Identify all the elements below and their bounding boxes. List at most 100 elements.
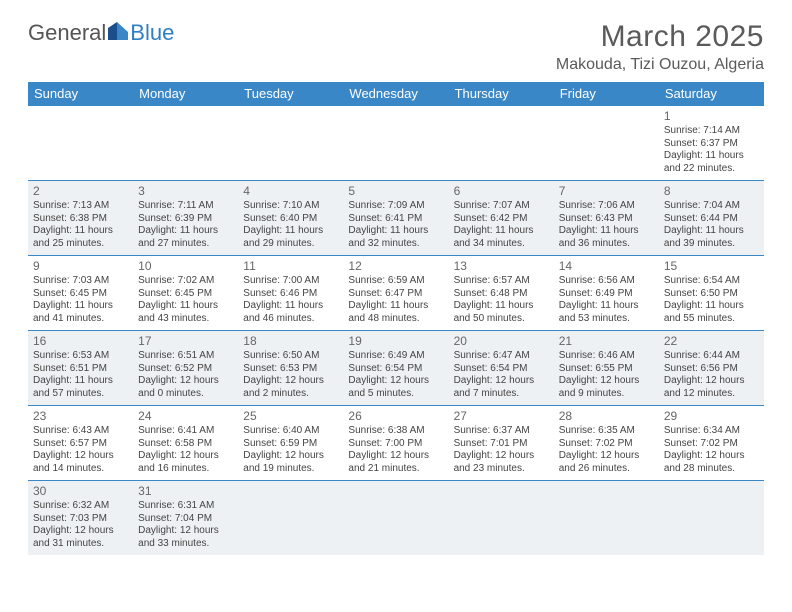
location-label: Makouda, Tizi Ouzou, Algeria xyxy=(556,56,764,74)
calendar-week: 1Sunrise: 7:14 AMSunset: 6:37 PMDaylight… xyxy=(28,106,764,181)
calendar-cell: 29Sunrise: 6:34 AMSunset: 7:02 PMDayligh… xyxy=(659,406,764,481)
sunset-text: Sunset: 6:54 PM xyxy=(454,363,549,376)
sunset-text: Sunset: 6:44 PM xyxy=(664,213,759,226)
sunrise-text: Sunrise: 6:56 AM xyxy=(559,275,654,288)
daylight-text: Daylight: 11 hours xyxy=(664,300,759,313)
calendar-cell: 27Sunrise: 6:37 AMSunset: 7:01 PMDayligh… xyxy=(449,406,554,481)
calendar-cell: 11Sunrise: 7:00 AMSunset: 6:46 PMDayligh… xyxy=(238,256,343,331)
calendar-cell: 31Sunrise: 6:31 AMSunset: 7:04 PMDayligh… xyxy=(133,481,238,556)
calendar-cell: 12Sunrise: 6:59 AMSunset: 6:47 PMDayligh… xyxy=(343,256,448,331)
day-header: Saturday xyxy=(659,82,764,106)
daylight-text: Daylight: 11 hours xyxy=(138,225,233,238)
calendar-cell xyxy=(449,106,554,181)
daylight-text: and 21 minutes. xyxy=(348,463,443,476)
daylight-text: and 12 minutes. xyxy=(664,388,759,401)
sunset-text: Sunset: 7:00 PM xyxy=(348,438,443,451)
calendar-cell xyxy=(449,481,554,556)
daylight-text: Daylight: 12 hours xyxy=(138,450,233,463)
sunset-text: Sunset: 6:52 PM xyxy=(138,363,233,376)
sunrise-text: Sunrise: 7:00 AM xyxy=(243,275,338,288)
daylight-text: Daylight: 11 hours xyxy=(243,225,338,238)
calendar-cell: 13Sunrise: 6:57 AMSunset: 6:48 PMDayligh… xyxy=(449,256,554,331)
day-number: 21 xyxy=(559,334,654,349)
day-number: 5 xyxy=(348,184,443,199)
day-number: 12 xyxy=(348,259,443,274)
daylight-text: Daylight: 11 hours xyxy=(243,300,338,313)
page-title: March 2025 xyxy=(556,20,764,54)
sunset-text: Sunset: 6:59 PM xyxy=(243,438,338,451)
calendar-cell: 18Sunrise: 6:50 AMSunset: 6:53 PMDayligh… xyxy=(238,331,343,406)
sunset-text: Sunset: 6:45 PM xyxy=(33,288,128,301)
sunrise-text: Sunrise: 6:32 AM xyxy=(33,500,128,513)
daylight-text: and 31 minutes. xyxy=(33,538,128,551)
sunrise-text: Sunrise: 7:02 AM xyxy=(138,275,233,288)
daylight-text: Daylight: 11 hours xyxy=(664,150,759,163)
daylight-text: and 53 minutes. xyxy=(559,313,654,326)
calendar-body: 1Sunrise: 7:14 AMSunset: 6:37 PMDaylight… xyxy=(28,106,764,556)
logo-mark-icon xyxy=(108,20,128,46)
sunrise-text: Sunrise: 7:14 AM xyxy=(664,125,759,138)
daylight-text: Daylight: 11 hours xyxy=(33,225,128,238)
calendar-cell: 5Sunrise: 7:09 AMSunset: 6:41 PMDaylight… xyxy=(343,181,448,256)
sunrise-text: Sunrise: 6:51 AM xyxy=(138,350,233,363)
daylight-text: and 19 minutes. xyxy=(243,463,338,476)
daylight-text: and 57 minutes. xyxy=(33,388,128,401)
sunrise-text: Sunrise: 6:43 AM xyxy=(33,425,128,438)
calendar-cell xyxy=(238,481,343,556)
daylight-text: Daylight: 11 hours xyxy=(33,300,128,313)
sunset-text: Sunset: 6:45 PM xyxy=(138,288,233,301)
calendar-cell: 21Sunrise: 6:46 AMSunset: 6:55 PMDayligh… xyxy=(554,331,659,406)
daylight-text: Daylight: 11 hours xyxy=(138,300,233,313)
daylight-text: and 9 minutes. xyxy=(559,388,654,401)
daylight-text: and 48 minutes. xyxy=(348,313,443,326)
sunset-text: Sunset: 6:48 PM xyxy=(454,288,549,301)
daylight-text: and 50 minutes. xyxy=(454,313,549,326)
logo: GeneralBlue xyxy=(28,20,174,46)
day-number: 17 xyxy=(138,334,233,349)
calendar-cell: 10Sunrise: 7:02 AMSunset: 6:45 PMDayligh… xyxy=(133,256,238,331)
day-number: 22 xyxy=(664,334,759,349)
daylight-text: Daylight: 12 hours xyxy=(664,450,759,463)
day-number: 16 xyxy=(33,334,128,349)
day-number: 14 xyxy=(559,259,654,274)
calendar-cell: 6Sunrise: 7:07 AMSunset: 6:42 PMDaylight… xyxy=(449,181,554,256)
sunrise-text: Sunrise: 6:40 AM xyxy=(243,425,338,438)
daylight-text: Daylight: 12 hours xyxy=(138,375,233,388)
day-header: Monday xyxy=(133,82,238,106)
daylight-text: and 32 minutes. xyxy=(348,238,443,251)
calendar-cell: 3Sunrise: 7:11 AMSunset: 6:39 PMDaylight… xyxy=(133,181,238,256)
sunset-text: Sunset: 6:50 PM xyxy=(664,288,759,301)
calendar-cell: 4Sunrise: 7:10 AMSunset: 6:40 PMDaylight… xyxy=(238,181,343,256)
calendar-cell xyxy=(659,481,764,556)
calendar-cell: 17Sunrise: 6:51 AMSunset: 6:52 PMDayligh… xyxy=(133,331,238,406)
calendar-cell: 9Sunrise: 7:03 AMSunset: 6:45 PMDaylight… xyxy=(28,256,133,331)
sunset-text: Sunset: 6:49 PM xyxy=(559,288,654,301)
sunrise-text: Sunrise: 7:13 AM xyxy=(33,200,128,213)
day-number: 26 xyxy=(348,409,443,424)
day-number: 20 xyxy=(454,334,549,349)
day-number: 30 xyxy=(33,484,128,499)
sunset-text: Sunset: 7:03 PM xyxy=(33,513,128,526)
daylight-text: Daylight: 11 hours xyxy=(559,225,654,238)
day-number: 11 xyxy=(243,259,338,274)
day-number: 2 xyxy=(33,184,128,199)
sunset-text: Sunset: 6:54 PM xyxy=(348,363,443,376)
daylight-text: Daylight: 12 hours xyxy=(348,450,443,463)
calendar-cell xyxy=(343,106,448,181)
daylight-text: and 29 minutes. xyxy=(243,238,338,251)
sunrise-text: Sunrise: 6:47 AM xyxy=(454,350,549,363)
daylight-text: and 16 minutes. xyxy=(138,463,233,476)
sunset-text: Sunset: 6:39 PM xyxy=(138,213,233,226)
daylight-text: and 46 minutes. xyxy=(243,313,338,326)
sunset-text: Sunset: 6:51 PM xyxy=(33,363,128,376)
calendar-cell: 7Sunrise: 7:06 AMSunset: 6:43 PMDaylight… xyxy=(554,181,659,256)
daylight-text: Daylight: 12 hours xyxy=(138,525,233,538)
daylight-text: and 34 minutes. xyxy=(454,238,549,251)
daylight-text: Daylight: 11 hours xyxy=(33,375,128,388)
day-number: 29 xyxy=(664,409,759,424)
daylight-text: and 2 minutes. xyxy=(243,388,338,401)
sunset-text: Sunset: 6:55 PM xyxy=(559,363,654,376)
day-number: 15 xyxy=(664,259,759,274)
sunrise-text: Sunrise: 6:37 AM xyxy=(454,425,549,438)
day-number: 25 xyxy=(243,409,338,424)
